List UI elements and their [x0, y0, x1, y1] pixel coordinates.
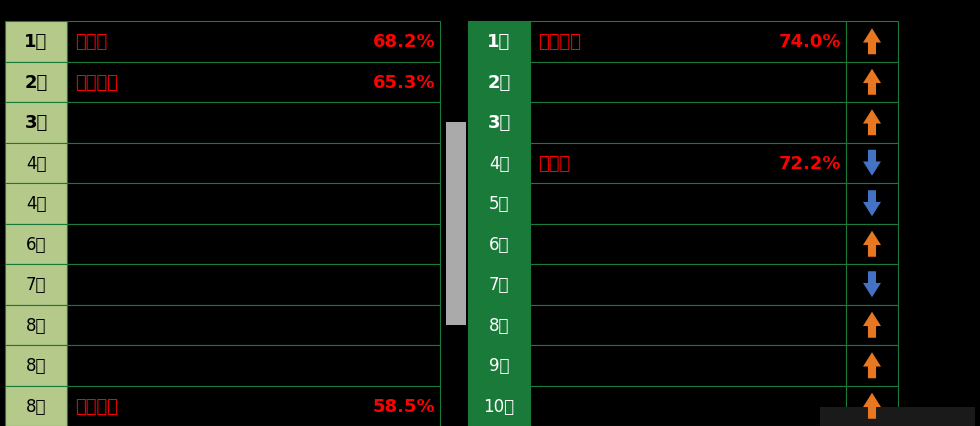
FancyBboxPatch shape: [468, 305, 530, 345]
Text: 4位: 4位: [25, 195, 46, 213]
FancyBboxPatch shape: [530, 143, 846, 184]
Text: たまねぎ: たまねぎ: [75, 74, 118, 92]
Polygon shape: [863, 272, 881, 297]
FancyBboxPatch shape: [67, 305, 440, 345]
FancyBboxPatch shape: [468, 103, 530, 143]
Polygon shape: [863, 69, 881, 95]
Text: 10位: 10位: [483, 397, 514, 415]
FancyBboxPatch shape: [846, 103, 898, 143]
Text: 8位: 8位: [25, 316, 46, 334]
FancyBboxPatch shape: [846, 62, 898, 103]
FancyBboxPatch shape: [67, 386, 440, 426]
FancyBboxPatch shape: [468, 143, 530, 184]
Text: 65.3%: 65.3%: [372, 74, 435, 92]
Text: 8位: 8位: [489, 316, 510, 334]
Polygon shape: [863, 150, 881, 176]
FancyBboxPatch shape: [5, 224, 67, 265]
FancyBboxPatch shape: [5, 265, 67, 305]
FancyBboxPatch shape: [846, 143, 898, 184]
FancyBboxPatch shape: [67, 62, 440, 103]
FancyBboxPatch shape: [530, 224, 846, 265]
FancyBboxPatch shape: [468, 345, 530, 386]
FancyBboxPatch shape: [846, 22, 898, 62]
Polygon shape: [863, 191, 881, 217]
FancyBboxPatch shape: [530, 62, 846, 103]
FancyBboxPatch shape: [5, 103, 67, 143]
Polygon shape: [863, 231, 881, 257]
Text: 5位: 5位: [489, 195, 510, 213]
FancyBboxPatch shape: [5, 143, 67, 184]
Text: 9位: 9位: [489, 357, 510, 374]
FancyBboxPatch shape: [67, 224, 440, 265]
FancyBboxPatch shape: [67, 345, 440, 386]
FancyBboxPatch shape: [468, 265, 530, 305]
Text: 1位: 1位: [24, 33, 48, 51]
FancyBboxPatch shape: [5, 345, 67, 386]
FancyBboxPatch shape: [530, 103, 846, 143]
FancyBboxPatch shape: [67, 143, 440, 184]
Text: 2位: 2位: [24, 74, 48, 92]
Text: トマト: トマト: [538, 154, 570, 173]
FancyBboxPatch shape: [530, 265, 846, 305]
FancyBboxPatch shape: [468, 22, 530, 62]
FancyBboxPatch shape: [67, 103, 440, 143]
Text: トマト: トマト: [75, 33, 107, 51]
FancyBboxPatch shape: [5, 184, 67, 224]
Text: 7位: 7位: [489, 276, 510, 294]
Text: 8位: 8位: [25, 397, 46, 415]
Text: たまねぎ: たまねぎ: [538, 33, 581, 51]
Text: 72.2%: 72.2%: [778, 154, 841, 173]
FancyBboxPatch shape: [5, 62, 67, 103]
Text: 3位: 3位: [24, 114, 48, 132]
FancyBboxPatch shape: [468, 62, 530, 103]
Text: 7位: 7位: [25, 276, 46, 294]
Text: キャベツ: キャベツ: [75, 397, 118, 415]
FancyBboxPatch shape: [530, 22, 846, 62]
Text: 1位: 1位: [487, 33, 511, 51]
FancyBboxPatch shape: [5, 386, 67, 426]
FancyBboxPatch shape: [67, 184, 440, 224]
FancyBboxPatch shape: [846, 386, 898, 426]
FancyBboxPatch shape: [846, 265, 898, 305]
FancyBboxPatch shape: [67, 265, 440, 305]
Polygon shape: [863, 110, 881, 136]
FancyBboxPatch shape: [67, 22, 440, 62]
Text: 6位: 6位: [25, 235, 46, 253]
FancyBboxPatch shape: [846, 305, 898, 345]
Polygon shape: [863, 29, 881, 55]
FancyBboxPatch shape: [530, 305, 846, 345]
FancyBboxPatch shape: [530, 386, 846, 426]
Polygon shape: [863, 393, 881, 419]
FancyBboxPatch shape: [820, 407, 975, 426]
Text: 68.2%: 68.2%: [372, 33, 435, 51]
Text: 58.5%: 58.5%: [372, 397, 435, 415]
Text: 4位: 4位: [25, 154, 46, 173]
FancyBboxPatch shape: [846, 224, 898, 265]
FancyBboxPatch shape: [468, 224, 530, 265]
Text: 4位: 4位: [489, 154, 510, 173]
FancyBboxPatch shape: [468, 184, 530, 224]
Text: 74.0%: 74.0%: [778, 33, 841, 51]
FancyBboxPatch shape: [530, 345, 846, 386]
Text: 6位: 6位: [489, 235, 510, 253]
Text: 8位: 8位: [25, 357, 46, 374]
FancyBboxPatch shape: [5, 0, 440, 22]
FancyBboxPatch shape: [5, 22, 67, 62]
FancyBboxPatch shape: [530, 184, 846, 224]
FancyBboxPatch shape: [468, 0, 898, 22]
Polygon shape: [863, 312, 881, 338]
Text: 2位: 2位: [487, 74, 511, 92]
FancyBboxPatch shape: [846, 184, 898, 224]
FancyBboxPatch shape: [468, 386, 530, 426]
FancyBboxPatch shape: [446, 123, 466, 325]
FancyBboxPatch shape: [846, 345, 898, 386]
Text: 3位: 3位: [487, 114, 511, 132]
FancyBboxPatch shape: [5, 305, 67, 345]
Polygon shape: [863, 352, 881, 378]
